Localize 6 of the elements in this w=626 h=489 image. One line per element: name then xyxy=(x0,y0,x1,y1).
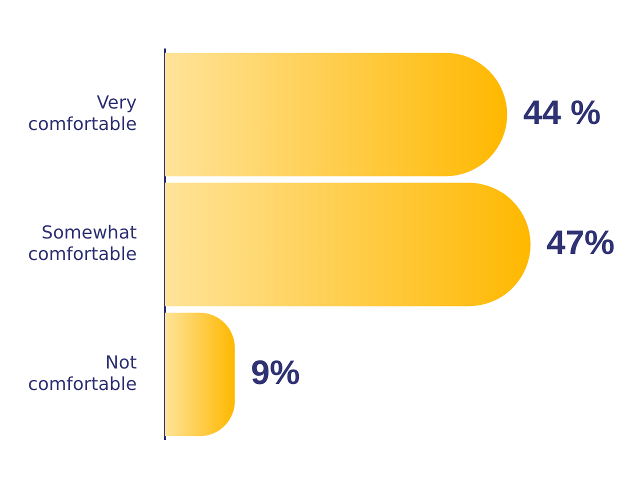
y-tick-label: Very comfortable xyxy=(28,92,138,136)
data-label: 47% xyxy=(546,224,615,262)
y-tick-label: Somewhat comfortable xyxy=(28,222,137,265)
data-label: 44 % xyxy=(523,94,601,132)
data-label: 9% xyxy=(250,354,300,392)
y-tick-label: Not comfortable xyxy=(28,352,137,395)
